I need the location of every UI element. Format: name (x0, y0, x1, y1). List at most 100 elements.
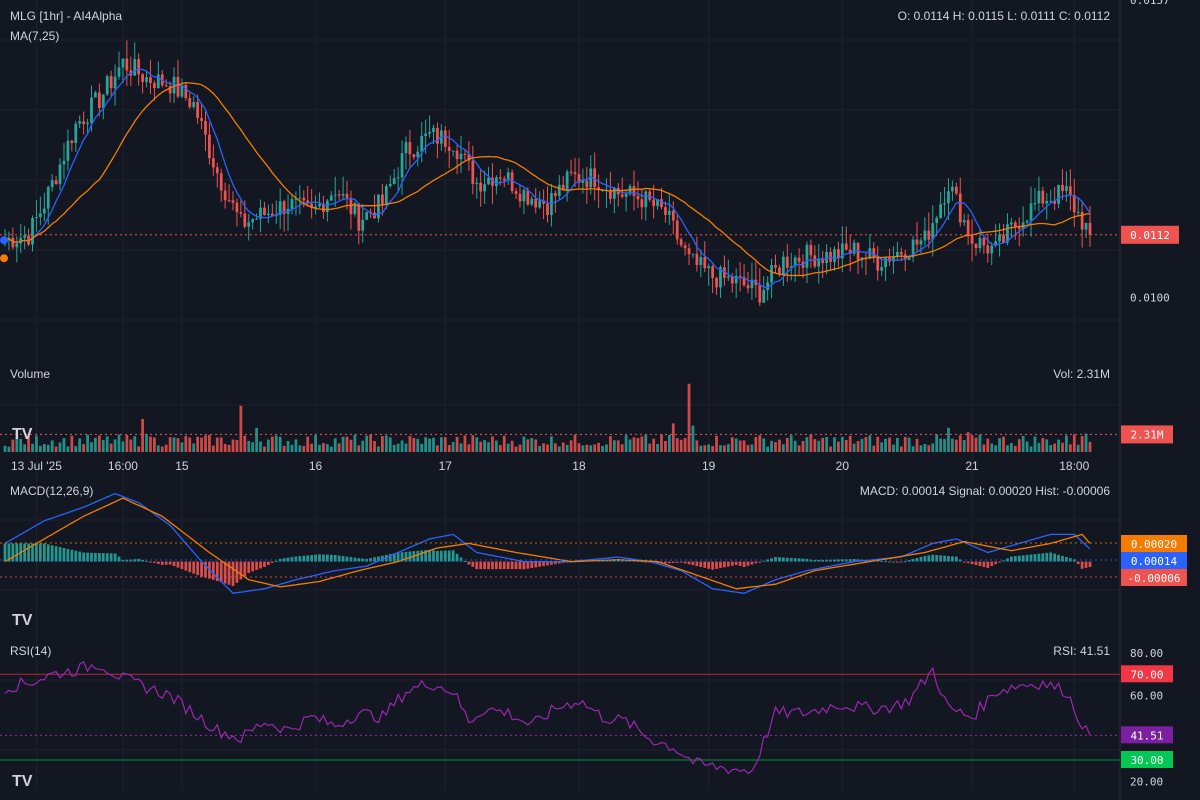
candle[interactable] (200, 103, 203, 130)
candle[interactable] (491, 163, 494, 204)
candle[interactable] (675, 214, 679, 245)
candle[interactable] (50, 173, 54, 192)
candle[interactable] (962, 213, 966, 226)
candle[interactable] (141, 73, 144, 94)
candle[interactable] (546, 186, 549, 223)
candle[interactable] (381, 184, 384, 216)
candle[interactable] (530, 195, 534, 207)
candle[interactable] (377, 194, 380, 223)
candle[interactable] (259, 199, 262, 233)
candle[interactable] (994, 224, 998, 248)
candle[interactable] (495, 175, 498, 195)
candle[interactable] (420, 122, 424, 163)
candle[interactable] (282, 199, 286, 232)
candle[interactable] (534, 188, 538, 214)
candle[interactable] (400, 140, 404, 195)
candle[interactable] (1029, 186, 1033, 237)
candle[interactable] (432, 124, 435, 145)
candle[interactable] (451, 150, 455, 157)
candle[interactable] (153, 80, 156, 101)
candle[interactable] (196, 94, 200, 124)
candle[interactable] (263, 201, 266, 216)
candle[interactable] (204, 111, 207, 151)
candle[interactable] (781, 251, 785, 286)
candle[interactable] (97, 83, 101, 117)
candle[interactable] (192, 95, 196, 109)
candle[interactable] (290, 194, 294, 215)
candle[interactable] (443, 125, 447, 153)
candle[interactable] (982, 235, 986, 255)
candle[interactable] (884, 256, 887, 282)
candle[interactable] (424, 119, 428, 154)
candle[interactable] (361, 203, 365, 243)
candle[interactable] (1053, 186, 1056, 211)
candle[interactable] (695, 236, 699, 272)
candle[interactable] (585, 166, 589, 204)
candle[interactable] (318, 192, 321, 208)
candle[interactable] (951, 180, 954, 201)
candle[interactable] (404, 136, 408, 170)
candle[interactable] (565, 169, 569, 202)
candle[interactable] (1025, 219, 1029, 225)
candle[interactable] (742, 264, 746, 287)
candle[interactable] (746, 271, 750, 294)
candle[interactable] (109, 70, 113, 97)
candle[interactable] (923, 217, 927, 246)
candle[interactable] (636, 181, 640, 208)
candle[interactable] (483, 170, 486, 204)
candle[interactable] (27, 228, 30, 247)
candle[interactable] (412, 153, 416, 160)
candle[interactable] (70, 139, 74, 152)
candle[interactable] (723, 255, 726, 286)
candle[interactable] (243, 200, 247, 229)
candle[interactable] (683, 241, 687, 256)
candle[interactable] (990, 242, 994, 266)
candle[interactable] (219, 168, 223, 202)
candle[interactable] (15, 236, 19, 263)
candle[interactable] (597, 174, 600, 209)
candle[interactable] (974, 243, 978, 256)
candle[interactable] (813, 245, 817, 269)
candle[interactable] (62, 142, 66, 180)
candle[interactable] (762, 276, 766, 304)
candle[interactable] (1033, 188, 1037, 211)
candle[interactable] (145, 70, 148, 88)
candle[interactable] (966, 213, 970, 245)
candle[interactable] (42, 192, 46, 222)
candle[interactable] (986, 233, 990, 263)
candle[interactable] (325, 199, 329, 222)
candle[interactable] (667, 194, 671, 226)
candle[interactable] (1072, 178, 1076, 227)
candle[interactable] (514, 188, 518, 199)
candle[interactable] (1013, 220, 1017, 240)
candle[interactable] (408, 129, 412, 168)
candle[interactable] (502, 175, 506, 188)
candle[interactable] (620, 177, 624, 199)
candle[interactable] (459, 135, 463, 173)
candle[interactable] (125, 40, 129, 86)
candle[interactable] (1049, 189, 1053, 204)
candle[interactable] (1080, 202, 1084, 248)
candle[interactable] (345, 180, 349, 210)
candle[interactable] (734, 268, 738, 299)
candle[interactable] (322, 195, 325, 219)
candle[interactable] (455, 144, 459, 175)
candle[interactable] (94, 90, 97, 98)
candle[interactable] (671, 201, 675, 235)
candle[interactable] (805, 241, 809, 284)
candle[interactable] (1037, 176, 1041, 212)
candle[interactable] (168, 81, 172, 103)
candle[interactable] (341, 176, 345, 200)
candle[interactable] (1002, 223, 1005, 244)
candle[interactable] (479, 169, 483, 207)
candle[interactable] (774, 254, 777, 273)
candle[interactable] (208, 122, 211, 165)
candle[interactable] (392, 169, 396, 185)
candle[interactable] (954, 182, 958, 196)
candle[interactable] (880, 258, 884, 276)
candle[interactable] (711, 264, 714, 294)
candle[interactable] (1076, 197, 1080, 217)
candle[interactable] (35, 200, 38, 232)
candle[interactable] (679, 237, 683, 248)
